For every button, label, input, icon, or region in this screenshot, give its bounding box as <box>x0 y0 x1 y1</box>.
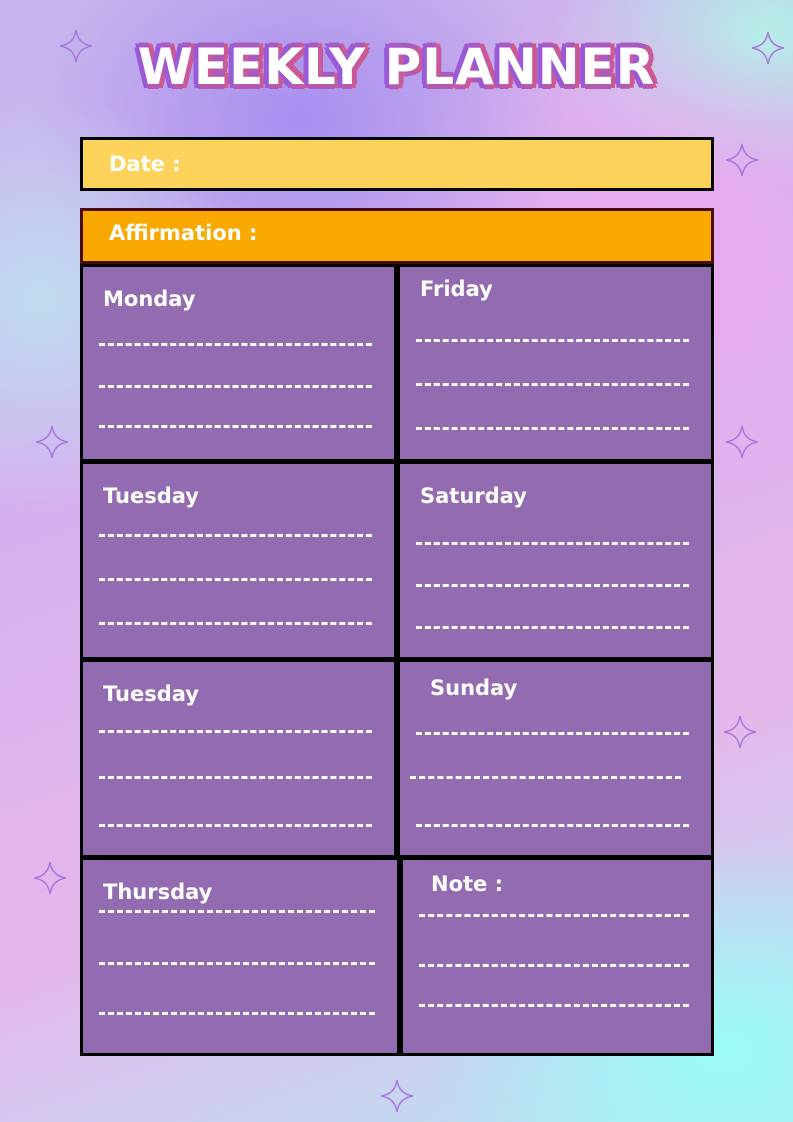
day-label: Saturday <box>420 484 527 508</box>
writing-line <box>99 578 372 581</box>
writing-line <box>99 1012 375 1015</box>
date-label: Date : <box>109 152 181 176</box>
sparkle-icon <box>751 31 785 65</box>
day-cell-friday[interactable]: Friday <box>397 264 714 462</box>
writing-line <box>99 534 372 537</box>
sparkle-icon <box>33 861 67 895</box>
note-label: Note : <box>431 872 503 896</box>
writing-line <box>419 1004 689 1007</box>
writing-line <box>99 730 372 733</box>
writing-line <box>416 824 689 827</box>
writing-line <box>416 732 689 735</box>
writing-line <box>416 626 689 629</box>
day-cell-saturday[interactable]: Saturday <box>397 461 714 660</box>
sparkle-icon <box>725 425 759 459</box>
note-cell[interactable]: Note : <box>400 857 714 1056</box>
writing-line <box>416 584 689 587</box>
writing-line <box>99 622 372 625</box>
page-title: WEEKLY PLANNER <box>137 38 656 96</box>
day-cell-tuesday[interactable]: Tuesday <box>80 461 397 660</box>
day-label: Thursday <box>103 880 213 904</box>
sparkle-icon <box>725 143 759 177</box>
day-label: Tuesday <box>103 484 199 508</box>
writing-line <box>416 427 689 430</box>
writing-line <box>99 776 372 779</box>
writing-line <box>416 339 689 342</box>
day-label: Tuesday <box>103 682 199 706</box>
sparkle-icon <box>380 1079 414 1113</box>
sparkle-icon <box>723 715 757 749</box>
writing-line <box>99 425 372 428</box>
date-field[interactable]: Date : <box>80 137 714 191</box>
day-cell-monday[interactable]: Monday <box>80 264 397 462</box>
writing-line <box>99 910 375 913</box>
writing-line <box>99 385 372 388</box>
writing-line <box>419 914 689 917</box>
day-cell-tuesday-2[interactable]: Tuesday <box>80 659 397 858</box>
day-label: Friday <box>420 277 493 301</box>
writing-line <box>416 383 689 386</box>
writing-line <box>99 962 375 965</box>
affirmation-label: Affirmation : <box>109 221 258 245</box>
writing-line <box>99 824 372 827</box>
writing-line <box>416 542 689 545</box>
day-label: Sunday <box>430 676 518 700</box>
sparkle-icon <box>59 29 93 63</box>
day-label: Monday <box>103 287 196 311</box>
sparkle-icon <box>35 425 69 459</box>
affirmation-field[interactable]: Affirmation : <box>80 208 714 264</box>
planner-grid: Monday Tuesday Tuesday Thursday Friday S… <box>80 264 714 1056</box>
writing-line <box>99 343 372 346</box>
writing-line <box>419 964 689 967</box>
day-cell-thursday[interactable]: Thursday <box>80 857 400 1056</box>
writing-line <box>410 776 681 779</box>
day-cell-sunday[interactable]: Sunday <box>397 659 714 858</box>
